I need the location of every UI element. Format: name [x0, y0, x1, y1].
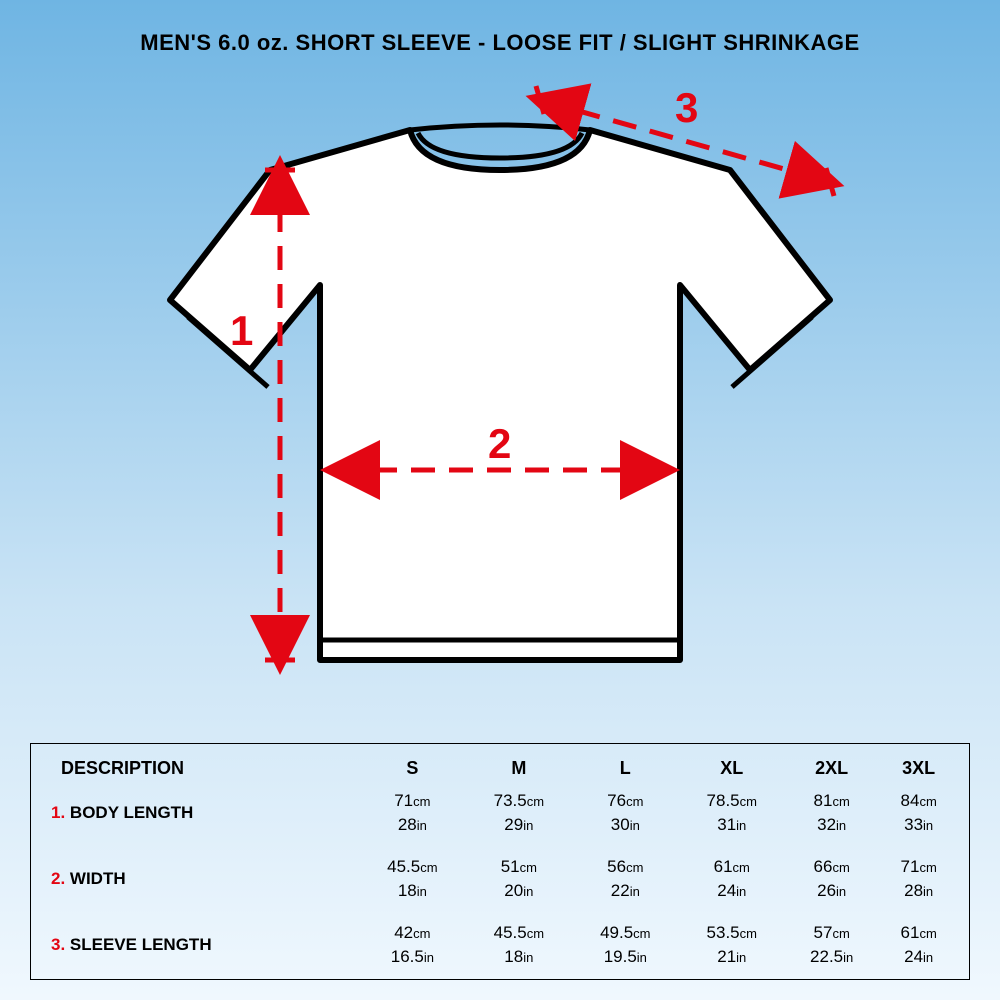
cell-cm: 66cm: [785, 855, 878, 879]
col-3xl: 3XL: [878, 756, 959, 789]
cell-in: 26in: [785, 879, 878, 903]
col-description: DESCRIPTION: [41, 756, 359, 789]
cell-in: 19.5in: [572, 945, 678, 969]
table-row: 3. SLEEVE LENGTH42cm45.5cm49.5cm53.5cm57…: [41, 921, 959, 945]
cell-in: 33in: [878, 813, 959, 837]
col-l: L: [572, 756, 678, 789]
neck-rib: [418, 133, 582, 158]
cell-cm: 81cm: [785, 789, 878, 813]
cell-cm: 45.5cm: [466, 921, 572, 945]
cell-cm: 49.5cm: [572, 921, 678, 945]
cell-in: 29in: [466, 813, 572, 837]
cell-cm: 51cm: [466, 855, 572, 879]
col-2xl: 2XL: [785, 756, 878, 789]
back-neck: [410, 125, 590, 130]
cell-in: 24in: [878, 945, 959, 969]
size-table-wrap: DESCRIPTION S M L XL 2XL 3XL 1. BODY LEN…: [30, 743, 970, 980]
cell-cm: 53.5cm: [679, 921, 785, 945]
cell-cm: 78.5cm: [679, 789, 785, 813]
tshirt-outline: [170, 130, 830, 660]
table-row: 2. WIDTH45.5cm51cm56cm61cm66cm71cm: [41, 855, 959, 879]
row-label: 3. SLEEVE LENGTH: [41, 921, 359, 969]
cell-cm: 84cm: [878, 789, 959, 813]
cell-cm: 42cm: [359, 921, 465, 945]
cell-cm: 76cm: [572, 789, 678, 813]
dim-label-1: 1: [230, 307, 253, 354]
cell-in: 22in: [572, 879, 678, 903]
cell-cm: 71cm: [359, 789, 465, 813]
spacer-row: [41, 837, 959, 855]
table-header-row: DESCRIPTION S M L XL 2XL 3XL: [41, 756, 959, 789]
cell-cm: 61cm: [878, 921, 959, 945]
cell-cm: 45.5cm: [359, 855, 465, 879]
size-table: DESCRIPTION S M L XL 2XL 3XL 1. BODY LEN…: [41, 756, 959, 969]
cell-in: 18in: [466, 945, 572, 969]
col-s: S: [359, 756, 465, 789]
cell-in: 20in: [466, 879, 572, 903]
cell-in: 21in: [679, 945, 785, 969]
tshirt-diagram: 1 2 3: [110, 70, 890, 690]
cell-cm: 56cm: [572, 855, 678, 879]
cell-in: 24in: [679, 879, 785, 903]
table-row: 1. BODY LENGTH71cm73.5cm76cm78.5cm81cm84…: [41, 789, 959, 813]
tshirt-svg: 1 2 3: [110, 70, 890, 690]
cell-in: 22.5in: [785, 945, 878, 969]
dim-label-2: 2: [488, 420, 511, 467]
cell-cm: 73.5cm: [466, 789, 572, 813]
dim-sleeve-cap-r: [826, 168, 834, 196]
dim-label-3: 3: [675, 84, 698, 131]
cell-in: 28in: [878, 879, 959, 903]
sizing-chart: MEN'S 6.0 oz. SHORT SLEEVE - LOOSE FIT /…: [0, 0, 1000, 1000]
spacer-row: [41, 903, 959, 921]
cell-cm: 71cm: [878, 855, 959, 879]
cell-in: 31in: [679, 813, 785, 837]
cell-in: 30in: [572, 813, 678, 837]
cell-in: 16.5in: [359, 945, 465, 969]
cell-in: 32in: [785, 813, 878, 837]
cell-cm: 57cm: [785, 921, 878, 945]
col-xl: XL: [679, 756, 785, 789]
col-m: M: [466, 756, 572, 789]
cell-in: 28in: [359, 813, 465, 837]
row-label: 1. BODY LENGTH: [41, 789, 359, 837]
page-title: MEN'S 6.0 oz. SHORT SLEEVE - LOOSE FIT /…: [0, 30, 1000, 56]
cell-cm: 61cm: [679, 855, 785, 879]
cell-in: 18in: [359, 879, 465, 903]
row-label: 2. WIDTH: [41, 855, 359, 903]
